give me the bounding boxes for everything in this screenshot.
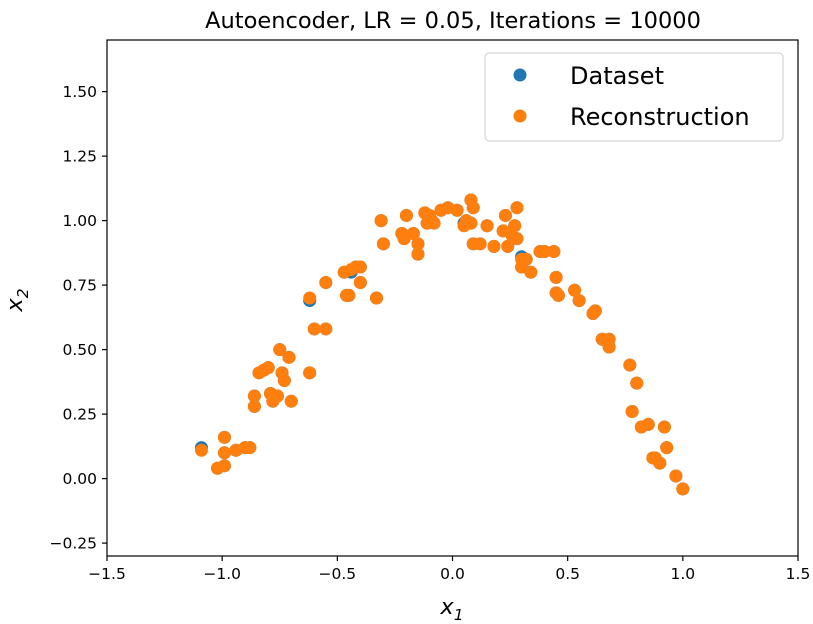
legend: Dataset Reconstruction [484,52,784,142]
data-point-reconstruction [374,214,388,228]
data-point-reconstruction [247,389,261,403]
data-point-reconstruction [464,216,478,230]
y-tick-label: 0.00 [62,470,97,488]
data-point-reconstruction [307,322,321,336]
data-point-reconstruction [549,270,563,284]
data-point-reconstruction [399,208,413,222]
data-point-reconstruction [510,201,524,215]
data-point-reconstruction [501,239,515,253]
y-tick-label: 1.25 [62,148,97,166]
data-point-reconstruction [466,201,480,215]
y-tick-label: 0.50 [62,341,97,359]
data-point-reconstruction [487,239,501,253]
x-axis-title-main: x [439,594,454,620]
data-point-reconstruction [669,469,683,483]
data-point-reconstruction [319,276,333,290]
data-point-reconstruction [270,389,284,403]
data-point-reconstruction [602,340,616,354]
y-axis-title-main: x [2,298,28,313]
data-point-reconstruction [353,260,367,274]
data-point-reconstruction [551,288,565,302]
data-point-reconstruction [572,294,586,308]
y-axis-title-subscript: 2 [14,288,32,298]
legend-label-dataset: Dataset [570,62,664,90]
chart-title: Autoencoder, LR = 0.05, Iterations = 100… [205,8,701,34]
legend-box [484,52,784,142]
data-point-reconstruction [217,446,231,460]
x-tick-label: 0.5 [555,565,580,583]
x-axis-title: x1 [439,594,463,624]
data-point-reconstruction [243,441,257,455]
data-point-reconstruction [480,219,494,233]
data-point-reconstruction [319,322,333,336]
data-point-reconstruction [284,394,298,408]
points-layer [194,193,690,496]
x-tick-label: −0.5 [319,565,357,583]
data-point-reconstruction [303,366,317,380]
y-tick-label: 1.50 [62,83,97,101]
data-point-reconstruction [411,247,425,261]
data-point-reconstruction [247,399,261,413]
data-point-reconstruction [625,405,639,419]
x-axis-title-subscript: 1 [454,606,464,624]
legend-marker-reconstruction [513,109,527,123]
data-point-reconstruction [217,430,231,444]
data-point-reconstruction [353,276,367,290]
data-point-reconstruction [411,237,425,251]
x-tick-label: 1.0 [671,565,696,583]
data-point-reconstruction [676,482,690,496]
data-point-reconstruction [473,237,487,251]
data-point-reconstruction [342,288,356,302]
series-reconstruction [194,193,690,496]
data-point-reconstruction [282,350,296,364]
data-point-reconstruction [273,343,287,357]
data-point-reconstruction [641,417,655,431]
data-point-reconstruction [369,291,383,305]
legend-label-reconstruction: Reconstruction [570,103,750,131]
data-point-reconstruction [406,227,420,240]
y-tick-label: −0.25 [50,535,98,553]
data-point-reconstruction [217,459,231,473]
x-axis-ticks: −1.5 −1.0 −0.5 0.0 0.5 1.0 1.5 [88,556,810,583]
y-tick-label: 0.75 [62,277,97,295]
data-point-reconstruction [657,420,671,434]
series-dataset [194,193,690,496]
data-point-reconstruction [498,208,512,222]
y-tick-label: 0.25 [62,406,97,424]
data-point-reconstruction [194,443,208,457]
y-tick-label: 1.00 [62,212,97,230]
x-tick-label: 0.0 [440,565,465,583]
data-point-reconstruction [277,374,291,388]
y-axis-ticks: −0.25 0.00 0.25 0.50 0.75 1.00 1.25 1.50 [50,83,107,553]
data-point-reconstruction [538,245,552,259]
data-point-reconstruction [568,283,582,297]
data-point-reconstruction [519,252,533,266]
data-point-reconstruction [427,216,441,230]
data-point-reconstruction [630,376,644,390]
data-point-reconstruction [261,361,275,375]
data-point-reconstruction [508,219,522,233]
legend-marker-dataset [513,68,527,82]
data-point-reconstruction [510,232,524,246]
data-point-reconstruction [653,456,667,470]
y-axis-title: x2 [2,288,32,312]
data-point-reconstruction [623,358,637,372]
x-tick-label: −1.5 [88,565,126,583]
x-tick-label: −1.0 [203,565,241,583]
data-point-reconstruction [660,441,674,455]
data-point-reconstruction [524,265,538,279]
data-point-reconstruction [547,245,561,259]
data-point-reconstruction [376,237,390,251]
data-point-reconstruction [588,304,602,318]
x-tick-label: 1.5 [786,565,811,583]
data-point-reconstruction [303,291,317,305]
data-point-reconstruction [450,203,464,217]
